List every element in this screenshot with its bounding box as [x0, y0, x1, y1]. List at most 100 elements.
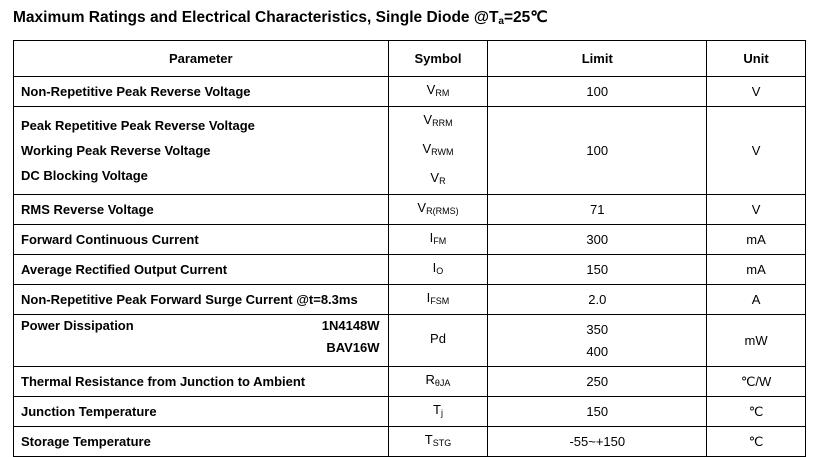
- parameter-cell: Non-Repetitive Peak Forward Surge Curren…: [13, 284, 389, 315]
- table-row: Thermal Resistance from Junction to Ambi…: [13, 366, 806, 397]
- table-row: Peak Repetitive Peak Reverse Voltage Work…: [13, 106, 806, 195]
- header-limit: Limit: [487, 40, 708, 77]
- unit-cell: V: [706, 76, 806, 107]
- header-symbol: Symbol: [387, 40, 489, 77]
- unit-cell: V: [706, 194, 806, 225]
- parameter-label: Working Peak Reverse Voltage: [21, 143, 211, 158]
- symbol: RθJA: [389, 367, 488, 396]
- symbol-subscript: STG: [432, 438, 452, 448]
- symbol-base: V: [417, 200, 427, 215]
- limit-cell: 100: [487, 106, 708, 195]
- table-row: Non-Repetitive Peak Reverse Voltage VRM 10…: [13, 76, 806, 107]
- limit-cell: 350 400: [487, 314, 708, 367]
- unit-cell: V: [706, 106, 806, 195]
- symbol-subscript: R: [439, 176, 446, 186]
- symbol: IFM: [389, 225, 488, 254]
- limit-value: 100: [586, 84, 609, 99]
- symbol: VR(RMS): [389, 195, 488, 224]
- unit-cell: mW: [706, 314, 806, 367]
- limit-value: 2.0: [588, 292, 607, 307]
- parameter-label: Peak Repetitive Peak Reverse Voltage: [21, 118, 255, 133]
- symbol-base: R: [425, 372, 435, 387]
- limit-value: -55~+150: [569, 434, 626, 449]
- variant-label: 1N4148W: [321, 318, 380, 333]
- symbol-cell: Tj: [387, 396, 489, 427]
- symbol-subscript: RRM: [432, 118, 453, 128]
- table-row: Storage Temperature TSTG -55~+150 ℃: [13, 426, 806, 457]
- table-row: Junction Temperature Tj 150 ℃: [13, 396, 806, 427]
- limit-value: 71: [590, 202, 605, 217]
- symbol-base: I: [426, 290, 431, 305]
- parameter-label: Storage Temperature: [21, 434, 151, 449]
- limit-value: 400: [586, 343, 609, 359]
- variant-label: BAV16W: [326, 340, 380, 355]
- table-header-row: Parameter Symbol Limit Unit: [13, 40, 806, 77]
- symbol-cell: TSTG: [387, 426, 489, 457]
- parameter-label: Power Dissipation: [21, 318, 134, 333]
- symbol-subscript: θJA: [434, 378, 451, 388]
- symbol-cell: VRRM VRWM VR: [387, 106, 489, 195]
- symbol: IO: [389, 255, 488, 284]
- limit-value: 150: [586, 404, 609, 419]
- symbol-cell: VRM: [387, 76, 489, 107]
- symbol: Pd: [389, 326, 488, 355]
- limit-cell: 150: [487, 254, 708, 285]
- symbol-base: T: [433, 402, 441, 417]
- header-parameter: Parameter: [13, 40, 389, 77]
- parameter-cell: Non-Repetitive Peak Reverse Voltage: [13, 76, 389, 107]
- unit-cell: ℃/W: [706, 366, 806, 397]
- limit-value: 150: [586, 262, 609, 277]
- parameter-cell: Power Dissipation 1N4148W BAV16W: [13, 314, 389, 367]
- symbol: IFSM: [389, 285, 488, 314]
- symbol-cell: RθJA: [387, 366, 489, 397]
- parameter-cell: Thermal Resistance from Junction to Ambi…: [13, 366, 389, 397]
- limit-cell: -55~+150: [487, 426, 708, 457]
- limit-value: 100: [586, 143, 609, 158]
- table-row: Power Dissipation 1N4148W BAV16W Pd 350 400 mW: [13, 314, 806, 367]
- page-title: Maximum Ratings and Electrical Character…: [13, 9, 548, 27]
- symbol-base: T: [424, 432, 433, 447]
- table-row: RMS Reverse Voltage VR(RMS) 71 V: [13, 194, 806, 225]
- parameter-cell: Peak Repetitive Peak Reverse Voltage Work…: [13, 106, 389, 195]
- symbol-subscript: RWM: [431, 147, 454, 157]
- symbol: VR: [389, 165, 488, 194]
- parameter-label: Average Rectified Output Current: [21, 262, 228, 277]
- parameter-label: Junction Temperature: [21, 404, 157, 419]
- parameter-label: Thermal Resistance from Junction to Ambi…: [21, 374, 306, 389]
- table-row: Non-Repetitive Peak Forward Surge Curren…: [13, 284, 806, 315]
- ratings-table: Parameter Symbol Limit Unit Non-Repetiti…: [13, 40, 806, 457]
- parameter-cell: RMS Reverse Voltage: [13, 194, 389, 225]
- symbol-subscript: FM: [433, 236, 447, 246]
- limit-value: 350: [586, 321, 609, 337]
- symbol-cell: IO: [387, 254, 489, 285]
- symbol-base: Pd: [430, 331, 446, 346]
- unit-cell: ℃: [706, 396, 806, 427]
- parameter-cell: Average Rectified Output Current: [13, 254, 389, 285]
- symbol-base: V: [423, 112, 433, 127]
- limit-cell: 71: [487, 194, 708, 225]
- limit-cell: 2.0: [487, 284, 708, 315]
- symbol-base: V: [426, 82, 436, 97]
- symbol-cell: Pd: [387, 314, 489, 367]
- symbol-subscript: O: [436, 266, 444, 276]
- symbol-base: I: [429, 230, 434, 245]
- symbol-cell: IFSM: [387, 284, 489, 315]
- symbol-cell: VR(RMS): [387, 194, 489, 225]
- parameter-cell: Forward Continuous Current: [13, 224, 389, 255]
- symbol-subscript: RM: [435, 88, 450, 98]
- header-unit: Unit: [706, 40, 806, 77]
- symbol-subscript: FSM: [430, 296, 450, 306]
- symbol: TSTG: [389, 427, 488, 456]
- limit-cell: 150: [487, 396, 708, 427]
- table-row: Average Rectified Output Current IO 150 mA: [13, 254, 806, 285]
- limit-value: 250: [586, 374, 609, 389]
- parameter-label: Non-Repetitive Peak Reverse Voltage: [21, 84, 251, 99]
- parameter-cell: Storage Temperature: [13, 426, 389, 457]
- parameter-label: DC Blocking Voltage: [21, 168, 148, 183]
- symbol-subscript: R(RMS): [426, 206, 459, 216]
- symbol-base: I: [432, 260, 437, 275]
- parameter-label: RMS Reverse Voltage: [21, 202, 154, 217]
- unit-cell: mA: [706, 254, 806, 285]
- symbol-base: V: [430, 170, 440, 185]
- parameter-cell: Junction Temperature: [13, 396, 389, 427]
